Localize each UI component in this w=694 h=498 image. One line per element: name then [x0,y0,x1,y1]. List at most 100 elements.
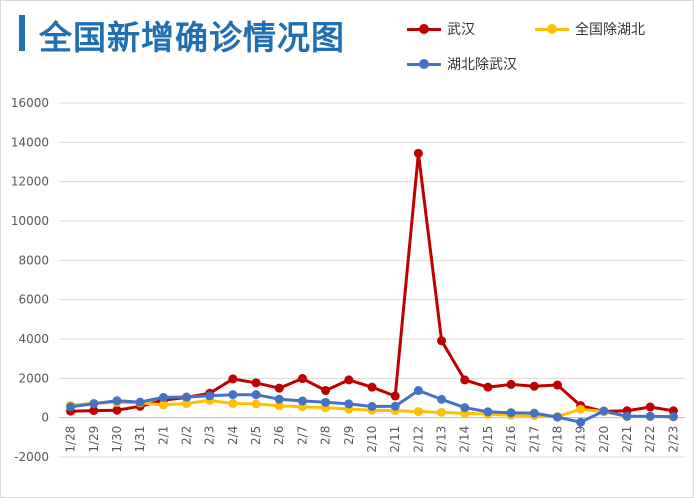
data-point-0-17 [460,375,470,385]
data-point-2-26 [668,412,678,422]
legend-label-national-ex-hubei: 全国除湖北 [575,22,645,38]
data-point-2-20 [529,408,539,418]
data-point-2-21 [552,412,562,422]
data-point-2-10 [297,396,307,406]
y-tick-label: 10000 [11,214,49,228]
legend-item-hubei-ex-wuhan: 湖北除武汉 [407,54,517,74]
data-point-1-8 [251,399,261,409]
data-point-2-19 [506,408,516,418]
x-tick-label: 2/23 [666,426,680,453]
data-point-2-18 [483,407,493,417]
data-point-2-25 [645,411,655,421]
data-point-2-3 [135,397,145,407]
x-tick-label: 2/21 [620,426,634,453]
data-point-0-10 [297,374,307,384]
x-tick-label: 1/29 [87,426,101,453]
data-point-2-14 [390,401,400,411]
data-point-1-5 [182,399,192,409]
x-tick-label: 2/18 [550,426,564,453]
data-point-1-7 [228,399,238,409]
y-tick-label: 0 [41,411,49,425]
x-tick-label: 1/30 [110,426,124,453]
data-point-2-16 [437,394,447,404]
data-point-2-22 [576,417,586,427]
chart-title: 全国新增确诊情况图 [39,18,345,57]
data-point-0-8 [251,378,261,388]
y-tick-label: 16000 [11,96,49,110]
x-tick-label: 2/22 [643,426,657,453]
x-tick-label: 2/12 [411,426,425,453]
data-point-2-23 [599,406,609,416]
data-point-2-12 [344,399,354,409]
x-tick-label: 2/16 [504,426,518,453]
y-tick-label: 8000 [18,253,49,267]
data-point-0-2 [112,405,122,415]
x-tick-label: 2/11 [388,426,402,453]
data-point-1-15 [413,407,423,417]
y-tick-label: 6000 [18,293,49,307]
x-tick-label: 1/28 [64,426,78,453]
x-tick-label: 2/10 [365,426,379,453]
data-point-0-13 [367,382,377,392]
legend-item-wuhan: 武汉 [407,19,475,39]
legend-label-wuhan: 武汉 [447,22,475,38]
data-point-0-21 [552,380,562,390]
legend-swatch-national-ex-hubei [535,23,569,35]
series-line-0 [70,151,674,413]
x-tick-label: 2/20 [597,426,611,453]
data-point-2-4 [158,392,168,402]
x-tick-label: 1/31 [133,426,147,453]
x-tick-label: 2/4 [226,426,240,445]
x-tick-label: 2/9 [342,426,356,445]
y-tick-label: 12000 [11,175,49,189]
data-point-1-16 [437,407,447,417]
x-tick-label: 2/6 [272,426,286,445]
y-tick-label: 14000 [11,135,49,149]
data-point-2-15 [413,386,423,396]
data-point-2-11 [321,397,331,407]
data-point-0-9 [274,383,284,393]
data-point-2-1 [89,399,99,409]
y-tick-label: 2000 [18,371,49,385]
data-point-2-13 [367,401,377,411]
legend-swatch-hubei-ex-wuhan [407,58,441,70]
legend: 武汉 全国除湖北 湖北除武汉 [407,19,687,89]
legend-item-national-ex-hubei: 全国除湖北 [535,19,645,39]
data-point-0-1 [89,406,99,416]
x-tick-label: 2/13 [435,426,449,453]
data-point-2-2 [112,396,122,406]
x-tick-label: 2/8 [319,426,333,445]
y-tick-label: -2000 [14,450,49,464]
data-point-0-19 [506,379,516,389]
x-tick-label: 2/19 [574,426,588,453]
legend-swatch-wuhan [407,23,441,35]
x-tick-label: 2/3 [203,426,217,445]
x-tick-label: 2/15 [481,426,495,453]
data-point-2-6 [205,391,215,401]
data-point-2-24 [622,411,632,421]
title-accent-bar [19,15,25,51]
data-point-0-25 [645,402,655,412]
legend-label-hubei-ex-wuhan: 湖北除武汉 [447,57,517,73]
data-point-2-9 [274,394,284,404]
y-tick-label: 4000 [18,332,49,346]
data-point-1-22 [576,404,586,414]
data-point-0-16 [437,336,447,346]
x-tick-label: 2/1 [156,426,170,445]
data-point-1-9 [274,401,284,411]
data-point-0-14 [390,391,400,401]
data-point-0-18 [483,382,493,392]
data-point-2-8 [251,390,261,400]
data-point-1-4 [158,400,168,410]
data-point-0-15 [413,148,423,158]
data-point-2-17 [460,403,470,413]
data-point-0-7 [228,374,238,384]
data-point-0-11 [321,386,331,396]
x-tick-label: 2/14 [458,426,472,453]
x-tick-label: 2/2 [180,426,194,445]
data-point-0-20 [529,381,539,391]
data-point-2-5 [182,392,192,402]
x-tick-label: 2/17 [527,426,541,453]
